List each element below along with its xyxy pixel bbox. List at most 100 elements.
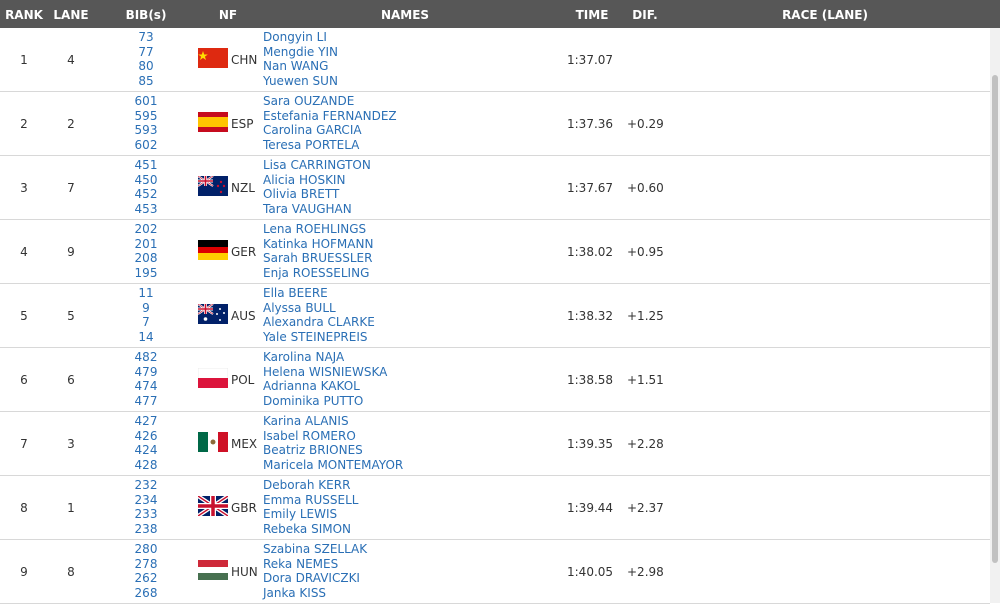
column-header[interactable]: DIF. [632, 8, 658, 22]
bib[interactable]: 208 [134, 251, 158, 266]
athlete-name[interactable]: Szabina SZELLAK [263, 542, 368, 556]
athlete-name[interactable]: Enja ROESSELING [263, 266, 370, 281]
bib[interactable]: 195 [134, 266, 158, 281]
bib[interactable]: 477 [134, 394, 158, 409]
bib[interactable]: 479 [134, 364, 158, 379]
athlete-name[interactable]: Sara OUZANDE [263, 94, 355, 108]
athlete-name[interactable]: Emily LEWIS [263, 507, 338, 522]
bib[interactable]: 202 [134, 222, 158, 236]
athlete-name[interactable]: Nan WANG [263, 59, 329, 74]
athlete-name[interactable]: Lisa CARRINGTON [263, 158, 371, 172]
athlete-name[interactable]: Deborah KERR [263, 478, 351, 492]
bib[interactable]: 278 [134, 556, 158, 571]
bib[interactable]: 595 [134, 108, 158, 123]
scrollbar-thumb[interactable] [992, 75, 998, 563]
bib[interactable]: 593 [134, 123, 158, 138]
difference: +1.25 [627, 309, 664, 323]
athlete-name[interactable]: Dongyin LI [263, 30, 327, 44]
lane: 2 [67, 117, 75, 131]
athlete-name[interactable]: Tara VAUGHAN [263, 202, 352, 217]
flag [198, 368, 228, 388]
bib[interactable]: 482 [134, 350, 158, 364]
athlete-name[interactable]: Karolina NAJA [263, 350, 345, 364]
athlete-name[interactable]: Adrianna KAKOL [263, 379, 360, 394]
athlete-name[interactable]: Alicia HOSKIN [263, 172, 346, 187]
flag [198, 48, 228, 68]
bib[interactable]: 234 [134, 492, 158, 507]
bib[interactable]: 77 [138, 44, 154, 59]
athlete-name[interactable]: Alyssa BULL [263, 300, 336, 315]
athlete-name[interactable]: Mengdie YIN [263, 44, 338, 59]
bib[interactable]: 280 [134, 542, 158, 556]
athlete-name[interactable]: Yale STEINEPREIS [263, 330, 368, 345]
difference: +2.98 [627, 565, 664, 579]
column-header[interactable]: RACE (LANE) [782, 8, 868, 22]
difference: +0.60 [627, 181, 664, 195]
column-header[interactable]: NAMES [380, 8, 430, 22]
bib[interactable]: 453 [134, 202, 158, 217]
column-header[interactable]: BIB(s) [125, 8, 167, 22]
bib[interactable]: 268 [134, 586, 158, 601]
column-header[interactable]: RANK [5, 8, 43, 22]
flag [198, 176, 228, 196]
athlete-name[interactable]: Isabel ROMERO [263, 428, 356, 443]
athlete-name[interactable]: Yuewen SUN [263, 74, 338, 89]
athlete-name[interactable]: Reka NEMES [263, 556, 339, 571]
name-list: Sara OUZANDE Estefania FERNANDEZ Carolina … [263, 94, 397, 153]
bib[interactable]: 238 [134, 522, 158, 537]
athlete-name[interactable]: Dora DRAVICZKI [263, 571, 360, 586]
athlete-name[interactable]: Beatriz BRIONES [263, 443, 363, 458]
athlete-name[interactable]: Katinka HOFMANN [263, 236, 374, 251]
column-header[interactable]: TIME [575, 8, 609, 22]
bib[interactable]: 424 [134, 443, 158, 458]
athlete-name[interactable]: Karina ALANIS [263, 414, 349, 428]
athlete-name[interactable]: Ella BEERE [263, 286, 328, 300]
bib[interactable]: 73 [138, 30, 154, 44]
bib[interactable]: 451 [134, 158, 158, 172]
bib[interactable]: 9 [142, 300, 150, 315]
athlete-name[interactable]: Maricela MONTEMAYOR [263, 458, 404, 473]
flag [198, 496, 228, 516]
athlete-name[interactable]: Olivia BRETT [263, 187, 340, 202]
bib[interactable]: 85 [138, 74, 154, 89]
bib[interactable]: 80 [138, 59, 154, 74]
bib[interactable]: 232 [134, 478, 158, 492]
result-row: 9 8 280 278 262 268 HUN Szabina SZELLAK Reka NEM… [0, 540, 990, 604]
nation-code: POL [231, 373, 255, 387]
column-header[interactable]: LANE [53, 8, 89, 22]
bib[interactable]: 427 [134, 414, 158, 428]
bib-list: 232 234 233 238 [116, 478, 176, 537]
bib[interactable]: 426 [134, 428, 158, 443]
bib[interactable]: 474 [134, 379, 158, 394]
bib[interactable]: 7 [142, 315, 150, 330]
athlete-name[interactable]: Estefania FERNANDEZ [263, 108, 397, 123]
athlete-name[interactable]: Sarah BRUESSLER [263, 251, 373, 266]
athlete-name[interactable]: Lena ROEHLINGS [263, 222, 367, 236]
athlete-name[interactable]: Rebeka SIMON [263, 522, 352, 537]
bib[interactable]: 428 [134, 458, 158, 473]
rank: 4 [20, 245, 28, 259]
bib[interactable]: 233 [134, 507, 158, 522]
bib[interactable]: 201 [134, 236, 158, 251]
column-header[interactable]: NF [218, 8, 238, 22]
name-list: Lisa CARRINGTON Alicia HOSKIN Olivia BRETT… [263, 158, 371, 217]
bib[interactable]: 601 [134, 94, 158, 108]
nation-code: GBR [231, 501, 257, 515]
bib[interactable]: 452 [134, 187, 158, 202]
athlete-name[interactable]: Dominika PUTTO [263, 394, 364, 409]
bib[interactable]: 602 [134, 138, 158, 153]
bib[interactable]: 450 [134, 172, 158, 187]
lane: 1 [67, 501, 75, 515]
athlete-name[interactable]: Janka KISS [263, 586, 327, 601]
athlete-name[interactable]: Carolina GARCIA [263, 123, 362, 138]
bib[interactable]: 11 [138, 286, 154, 300]
athlete-name[interactable]: Teresa PORTELA [263, 138, 360, 153]
bib[interactable]: 14 [138, 330, 154, 345]
bib[interactable]: 262 [134, 571, 158, 586]
athlete-name[interactable]: Alexandra CLARKE [263, 315, 375, 330]
name-list: Deborah KERR Emma RUSSELL Emily LEWIS Rebek… [263, 478, 358, 537]
result-row: 6 6 482 479 474 477 POL Karolina NAJA Helena WIS… [0, 348, 990, 412]
rank: 7 [20, 437, 28, 451]
athlete-name[interactable]: Emma RUSSELL [263, 492, 359, 507]
athlete-name[interactable]: Helena WISNIEWSKA [263, 364, 388, 379]
